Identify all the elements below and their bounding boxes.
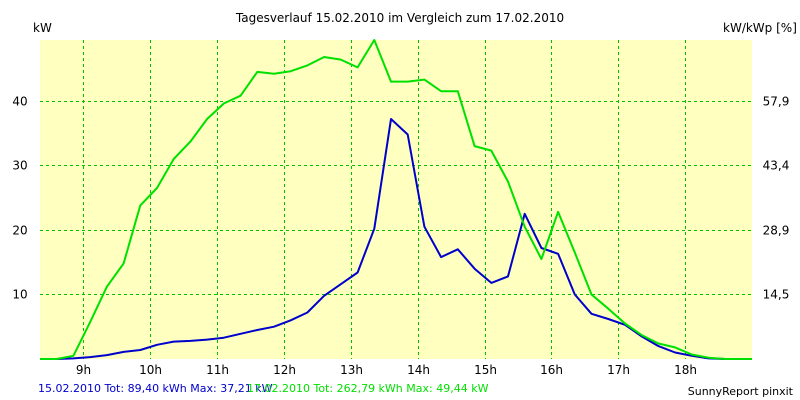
x-tick-label: 9h bbox=[76, 363, 91, 377]
x-tick-label: 16h bbox=[540, 363, 563, 377]
x-tick-label: 17h bbox=[607, 363, 630, 377]
x-tick-label: 11h bbox=[206, 363, 229, 377]
y-axis-label-right: kW/kWp [%] bbox=[723, 21, 797, 35]
plot-area: 9h 10h 11h 12h 13h 14h 15h 16h 17h 18h 10 20 30 40 14,… bbox=[12, 39, 790, 377]
y-tick-label-right: 28,9 bbox=[763, 224, 790, 238]
y-tick-label-left: 20 bbox=[12, 224, 27, 238]
x-tick-label: 10h bbox=[139, 363, 162, 377]
footer-series2-summary: 17.02.2010 Tot: 262,79 kWh Max: 49,44 kW bbox=[247, 382, 489, 395]
x-tick-label: 12h bbox=[273, 363, 296, 377]
x-tick-label: 15h bbox=[474, 363, 497, 377]
x-tick-label: 14h bbox=[407, 363, 430, 377]
y-tick-label-left: 10 bbox=[12, 288, 27, 302]
series-line-1 bbox=[40, 118, 752, 360]
y-tick-label-right: 14,5 bbox=[763, 288, 790, 302]
x-tick-label: 18h bbox=[674, 363, 697, 377]
chart-title: Tagesverlauf 15.02.2010 im Vergleich zum… bbox=[235, 11, 564, 25]
footer-credit: SunnyReport pinxit bbox=[688, 385, 794, 398]
y-tick-label-right: 43,4 bbox=[763, 159, 790, 173]
y-tick-label-right: 57,9 bbox=[763, 95, 790, 109]
y-tick-label-left: 30 bbox=[12, 159, 27, 173]
footer-series1-summary: 15.02.2010 Tot: 89,40 kWh Max: 37,21 kW bbox=[38, 382, 273, 395]
series-line-2 bbox=[40, 39, 752, 360]
x-tick-label: 13h bbox=[340, 363, 363, 377]
plot-background bbox=[40, 40, 752, 359]
y-tick-label-left: 40 bbox=[12, 95, 27, 109]
y-axis-label-left: kW bbox=[33, 21, 52, 35]
